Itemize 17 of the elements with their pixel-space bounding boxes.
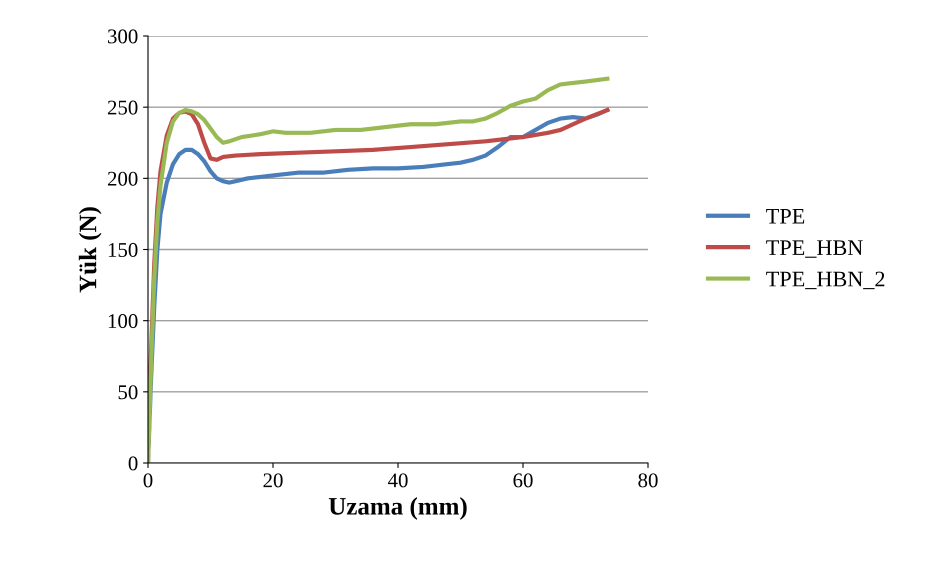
legend-label: TPE <box>766 208 804 224</box>
y-tick-label: 150 <box>108 242 138 257</box>
y-tick-label: 200 <box>108 172 138 186</box>
legend-label: TPE_HBN_2 <box>766 272 884 290</box>
x-axis-title: Uzama (mm) <box>328 497 467 520</box>
x-tick-label: 40 <box>388 473 408 488</box>
y-tick-label: 300 <box>108 29 138 44</box>
y-tick-label: 50 <box>118 385 138 400</box>
y-tick-label: 250 <box>108 100 138 115</box>
x-tick-label: 60 <box>513 473 533 488</box>
y-tick-label: 100 <box>108 314 138 328</box>
y-tick-label: 0 <box>128 456 138 470</box>
y-axis-title: Yük (N) <box>78 207 102 292</box>
x-tick-label: 20 <box>264 473 283 488</box>
x-tick-label: 0 <box>144 473 152 488</box>
x-tick-label: 80 <box>638 473 658 488</box>
legend-label: TPE_HBN <box>766 240 863 258</box>
